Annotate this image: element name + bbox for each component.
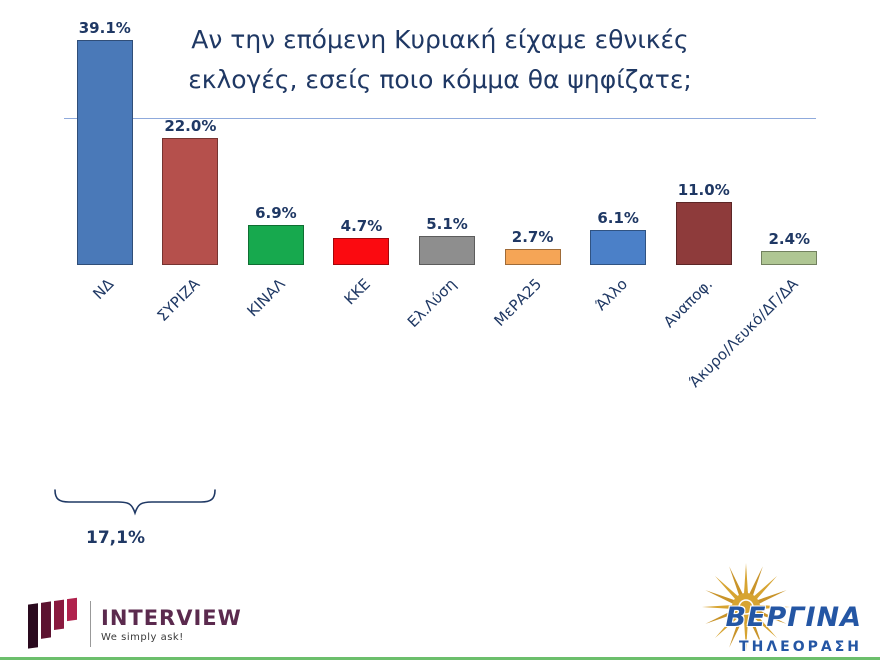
category-label: Άλλο <box>591 275 631 315</box>
bar-value-label: 11.0% <box>677 181 730 199</box>
bar-cell: 6.9% ΚΙΝΑΛ <box>233 0 319 425</box>
category-label: ΚΚΕ <box>340 275 375 309</box>
logo-divider <box>90 601 91 647</box>
bar-7 <box>675 202 732 265</box>
vergina-sun-icon <box>700 561 792 653</box>
bar-6 <box>590 230 647 265</box>
bar-2 <box>247 225 304 265</box>
bar-cell: 5.1% Ελ.Λύση <box>404 0 490 425</box>
title-divider <box>64 118 816 119</box>
category-label: ΚΙΝΑΛ <box>243 275 289 321</box>
group-brace-icon <box>52 487 218 517</box>
bar-cell: 2.7% ΜεΡΑ25 <box>490 0 576 425</box>
bar-value-label: 39.1% <box>78 19 131 37</box>
bar-chart: 39.1% ΝΔ 22.0% ΣΥΡΙΖΑ 6.9% ΚΙΝΑΛ 4.7% ΚΚΕ 5.1% Ελ… <box>62 19 832 588</box>
bar-5 <box>504 249 561 265</box>
category-label: ΣΥΡΙΖΑ <box>153 275 204 325</box>
bar-value-label: 2.4% <box>768 230 811 248</box>
title-line-1: Αν την επόμενη Κυριακή είχαμε εθνικές <box>191 25 689 54</box>
bar-cell: 4.7% ΚΚΕ <box>319 0 405 425</box>
bar-value-label: 6.9% <box>255 204 297 222</box>
vergina-logo-subtitle: ΤΗΛΕΟΡΑΣΗ <box>739 639 862 655</box>
bar-cell: 2.4% Άκυρο/Λευκό/ΔΓ/ΔΑ <box>686 0 833 425</box>
vergina-logo: ΒΕΡΓΙΝΑ ΤΗΛΕΟΡΑΣΗ <box>672 563 862 655</box>
bar-value-label: 2.7% <box>511 228 554 246</box>
bar-3 <box>333 238 390 265</box>
interview-logo: INTERVIEW We simply ask! <box>28 596 242 652</box>
page-title: Αν την επόμενη Κυριακή είχαμε εθνικές εκ… <box>0 20 880 100</box>
vergina-logo-name: ΒΕΡΓΙΝΑ <box>725 602 862 633</box>
difference-label: 17,1% <box>86 528 145 548</box>
bars-row: 39.1% ΝΔ 22.0% ΣΥΡΙΖΑ 6.9% ΚΙΝΑΛ 4.7% ΚΚΕ 5.1% Ελ… <box>62 19 832 425</box>
bottom-border-line <box>0 657 880 660</box>
title-line-2: εκλογές, εσείς ποιο κόμμα θα ψηφίζατε; <box>188 65 692 94</box>
bar-cell: 39.1% ΝΔ <box>62 0 148 425</box>
bar-cell: 22.0% ΣΥΡΙΖΑ <box>148 0 234 425</box>
interview-logo-tagline: We simply ask! <box>101 631 184 643</box>
bar-1 <box>162 138 219 265</box>
category-label: ΝΔ <box>89 275 118 303</box>
bar-8 <box>761 251 818 265</box>
bar-0 <box>76 40 133 265</box>
interview-logo-name: INTERVIEW <box>101 605 242 630</box>
bar-value-label: 4.7% <box>340 217 383 235</box>
bar-value-label: 22.0% <box>164 117 217 135</box>
bar-value-label: 5.1% <box>426 215 468 233</box>
category-label: Ελ.Λύση <box>403 275 460 331</box>
bar-cell: 6.1% Άλλο <box>575 0 661 425</box>
interview-bars-icon <box>28 597 80 650</box>
bar-4 <box>419 236 476 265</box>
category-label: ΜεΡΑ25 <box>490 275 546 330</box>
bar-value-label: 6.1% <box>597 209 639 227</box>
bar-cell: 11.0% Αναποφ. <box>660 0 747 425</box>
category-label: Αναποφ. <box>660 275 717 332</box>
